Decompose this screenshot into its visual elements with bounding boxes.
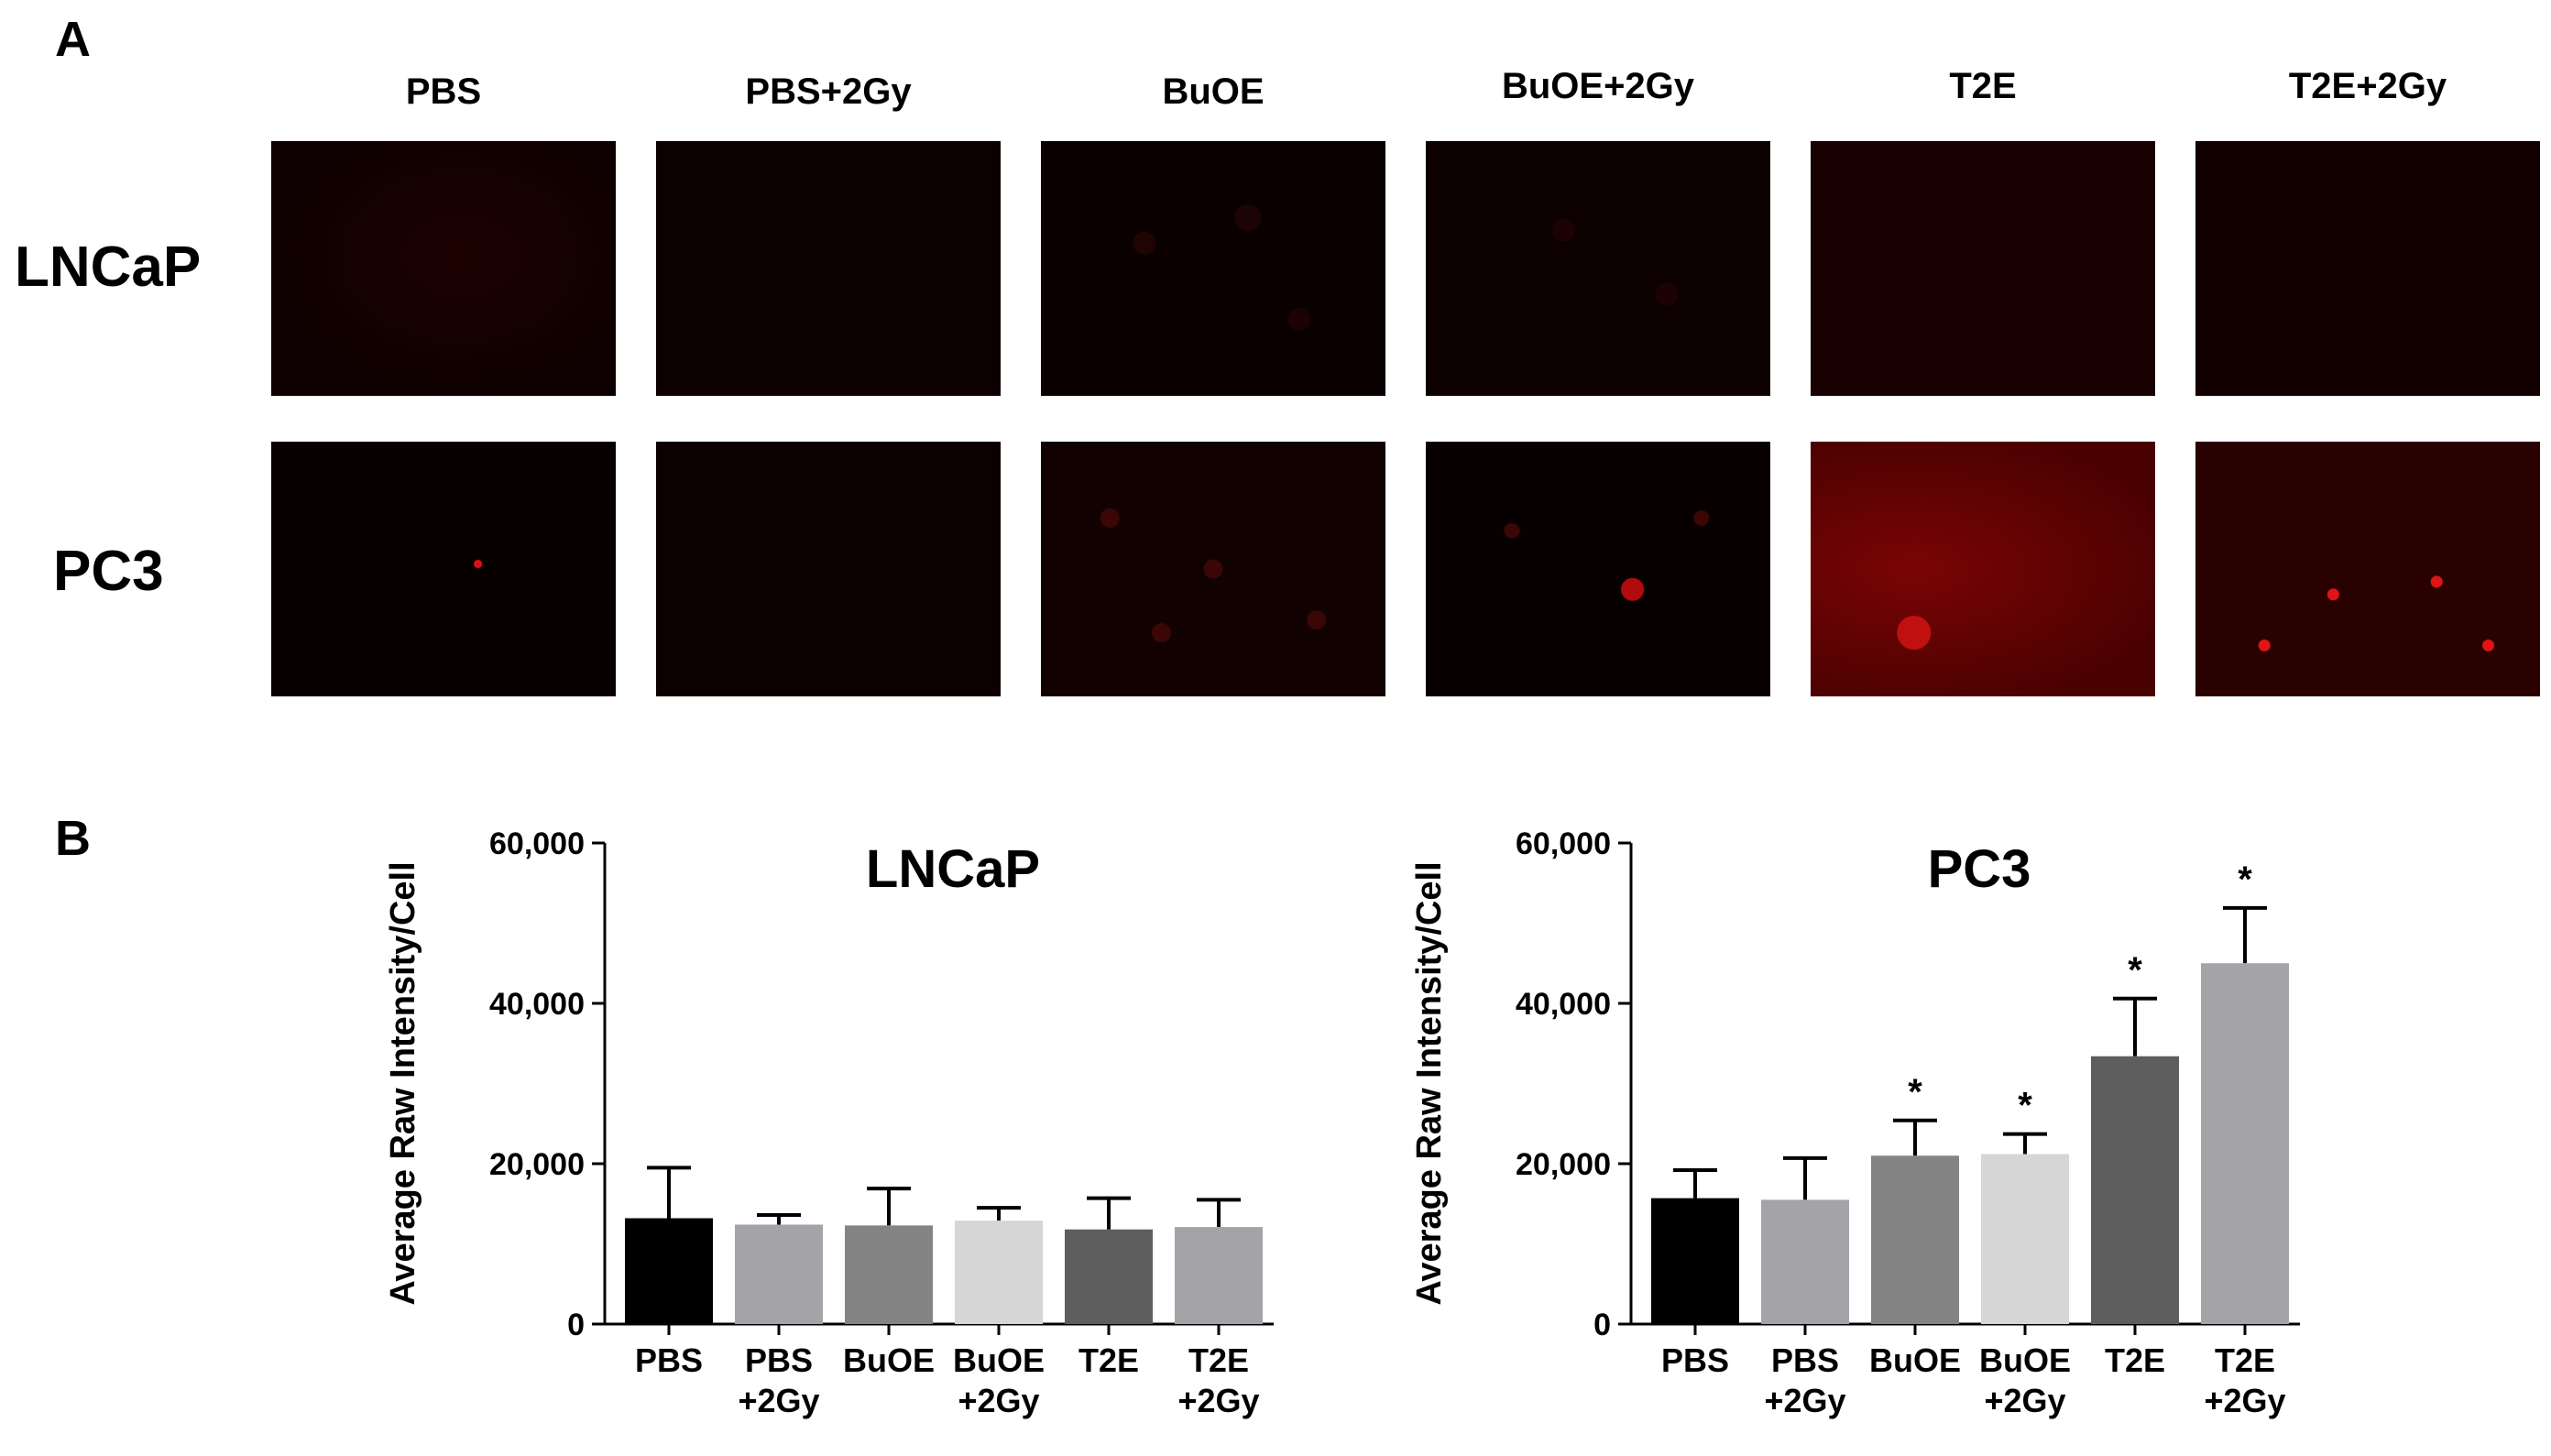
micrograph-lncap-pbs <box>271 141 616 396</box>
x-tick-label: +2Gy <box>1984 1382 2065 1419</box>
column-header-buoe-2gy: BuOE+2Gy <box>1501 66 1695 106</box>
column-header-pbs: PBS <box>405 71 482 112</box>
bar <box>1981 1154 2069 1324</box>
significance-marker: * <box>2238 859 2252 900</box>
significance-marker: * <box>2018 1086 2032 1126</box>
significance-marker: * <box>2128 950 2142 991</box>
chart-title: PC3 <box>1928 839 2031 899</box>
y-tick-label: 20,000 <box>1516 1147 1611 1182</box>
panel-b-label: B <box>55 811 91 866</box>
bar <box>845 1225 933 1324</box>
x-tick-label: BuOE <box>1979 1341 2071 1379</box>
chart-pc3: Average Raw Intensity/Cell PC3 0 20,000 40,0… <box>1410 827 2300 1419</box>
micrograph-pc3-buoe-2gy <box>1426 442 1770 696</box>
micrograph-pc3-pbs <box>271 442 616 696</box>
chart-lncap: Average Raw Intensity/Cell LNCaP 0 20,000 40… <box>384 827 1274 1419</box>
micrograph-pc3-buoe <box>1041 442 1385 696</box>
micrograph-lncap-t2e <box>1811 141 2155 396</box>
x-tick-label: T2E <box>1188 1341 1249 1379</box>
y-axis-label: Average Raw Intensity/Cell <box>384 861 422 1305</box>
y-axis-label: Average Raw Intensity/Cell <box>1410 861 1449 1305</box>
bar <box>1065 1229 1153 1324</box>
x-tick-label: T2E <box>1078 1341 1139 1379</box>
x-tick-label: BuOE <box>953 1341 1045 1379</box>
bar <box>1871 1155 1959 1324</box>
micrograph-lncap-t2e-2gy <box>2195 141 2540 396</box>
column-header-pbs-2gy: PBS+2Gy <box>745 71 912 112</box>
chart-title: LNCaP <box>866 839 1040 899</box>
column-header-buoe: BuOE <box>1162 71 1265 112</box>
bar <box>735 1224 823 1324</box>
row-label-lncap: LNCaP <box>15 235 202 299</box>
micrograph-lncap-pbs-2gy <box>656 141 1001 396</box>
x-tick-label: +2Gy <box>958 1382 1039 1419</box>
bar <box>1175 1227 1263 1324</box>
panel-a-label: A <box>55 12 91 67</box>
column-header-t2e: T2E <box>1949 66 2017 106</box>
x-tick-label: T2E <box>2215 1341 2275 1379</box>
micrograph-pc3-pbs-2gy <box>656 442 1001 696</box>
y-tick-label: 20,000 <box>489 1147 585 1182</box>
x-tick-label: BuOE <box>843 1341 935 1379</box>
x-tick-label: +2Gy <box>738 1382 819 1419</box>
micrograph-pc3-t2e-2gy <box>2195 442 2540 696</box>
bar <box>625 1218 713 1324</box>
x-tick-label: +2Gy <box>1177 1382 1259 1419</box>
x-tick-label: PBS <box>745 1341 813 1379</box>
y-tick-label: 0 <box>1593 1308 1611 1342</box>
x-tick-label: +2Gy <box>2204 1382 2285 1419</box>
x-tick-label: +2Gy <box>1764 1382 1845 1419</box>
x-tick-label: PBS <box>1771 1341 1839 1379</box>
y-tick-label: 40,000 <box>489 987 585 1022</box>
bar <box>1651 1198 1739 1324</box>
x-tick-label: PBS <box>635 1341 703 1379</box>
bar <box>2201 963 2289 1324</box>
micrograph-lncap-buoe-2gy <box>1426 141 1770 396</box>
bar <box>955 1221 1043 1324</box>
y-tick-label: 0 <box>567 1308 585 1342</box>
row-label-pc3: PC3 <box>53 540 164 603</box>
micrograph-lncap-buoe <box>1041 141 1385 396</box>
bar <box>2091 1056 2179 1324</box>
y-tick-label: 40,000 <box>1516 987 1611 1022</box>
x-tick-label: PBS <box>1661 1341 1729 1379</box>
bar <box>1761 1199 1849 1324</box>
x-tick-label: T2E <box>2105 1341 2165 1379</box>
x-tick-label: BuOE <box>1869 1341 1961 1379</box>
micrograph-pc3-t2e <box>1811 442 2155 696</box>
y-tick-label: 60,000 <box>1516 827 1611 861</box>
column-header-t2e-2gy: T2E+2Gy <box>2288 66 2447 106</box>
y-tick-label: 60,000 <box>489 827 585 861</box>
significance-marker: * <box>1908 1072 1922 1112</box>
